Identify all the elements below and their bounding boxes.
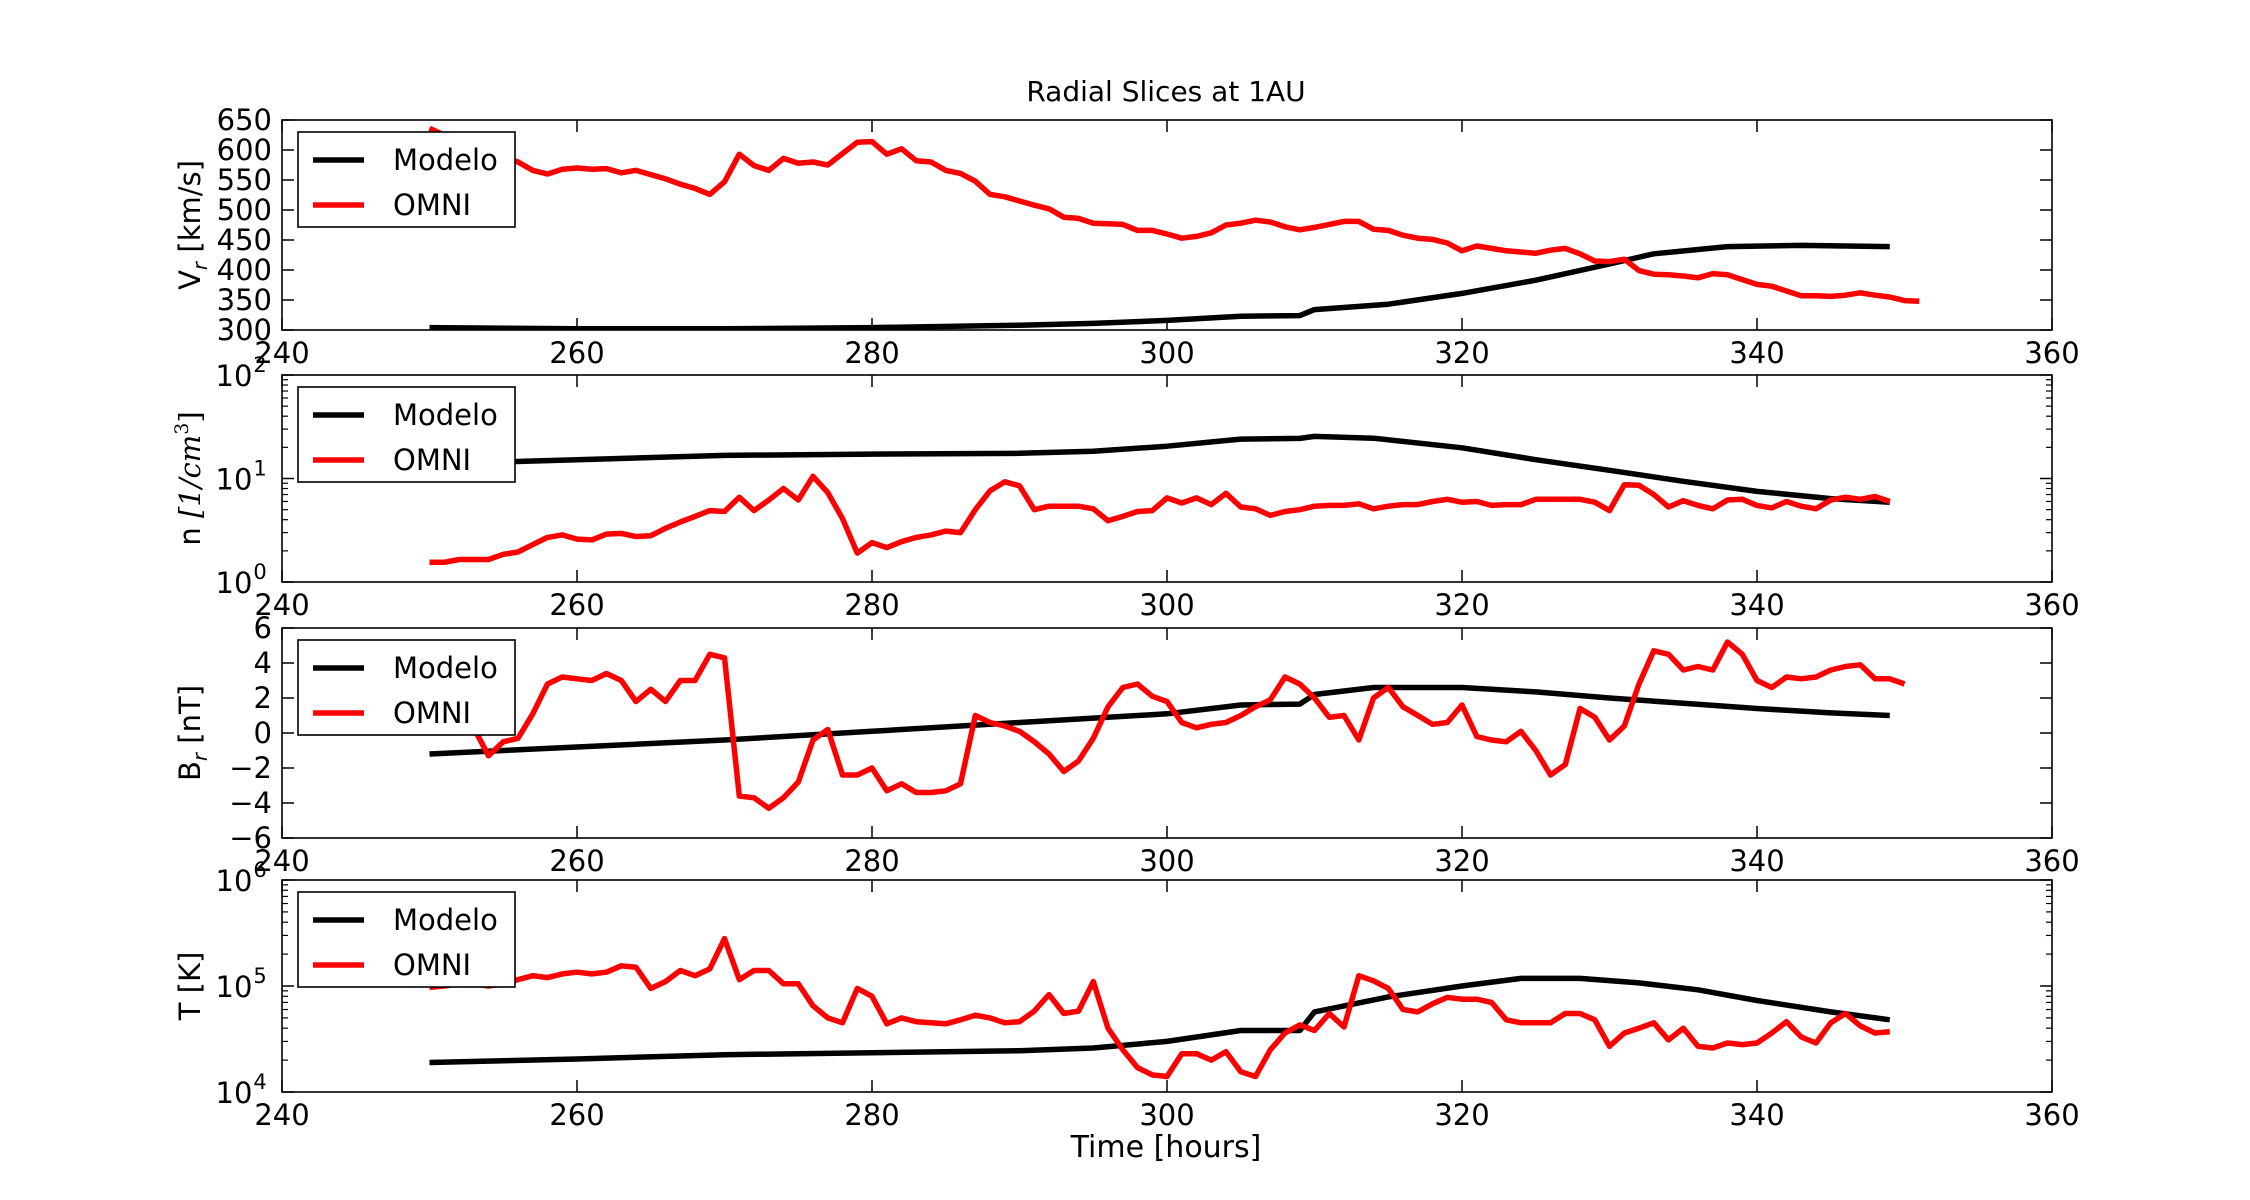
x-tick-label: 300 bbox=[1139, 1098, 1194, 1132]
axes-frame bbox=[281, 374, 2053, 583]
x-axis-label: Time [hours] bbox=[1070, 1130, 1262, 1165]
x-tick-label: 340 bbox=[1729, 1098, 1784, 1132]
x-tick-label: 280 bbox=[844, 336, 899, 370]
x-tick-label: 320 bbox=[1434, 588, 1489, 622]
legend: Modelo OMNI bbox=[297, 386, 516, 483]
x-tick-label: 280 bbox=[844, 1098, 899, 1132]
y-tick-label: 10 bbox=[216, 1076, 253, 1110]
series-line-omni bbox=[427, 639, 1906, 812]
x-tick-label: 320 bbox=[1434, 336, 1489, 370]
y-tick-label: 6 bbox=[254, 611, 272, 645]
x-tick-label: 280 bbox=[844, 588, 899, 622]
legend-label-modelo: Modelo bbox=[393, 398, 498, 432]
y-tick-label: 650 bbox=[217, 103, 272, 137]
axes-frame bbox=[281, 119, 2053, 331]
x-tick-label: 280 bbox=[844, 844, 899, 878]
y-tick-label: 0 bbox=[254, 716, 272, 750]
series-line-omni bbox=[429, 935, 1891, 1080]
series-line-modelo bbox=[429, 433, 1890, 505]
y-tick-label: 10 bbox=[216, 359, 253, 393]
y-tick-label: 350 bbox=[217, 283, 272, 317]
figure-title: Radial Slices at 1AU bbox=[1026, 75, 1305, 108]
x-tick-label: 260 bbox=[549, 588, 604, 622]
y-tick-label: 10 bbox=[216, 566, 253, 600]
y-tick-label: −4 bbox=[229, 786, 272, 820]
legend-label-modelo: Modelo bbox=[393, 143, 498, 177]
y-tick-exponent: 4 bbox=[253, 1070, 266, 1094]
y-tick-exponent: 0 bbox=[253, 560, 266, 584]
x-tick-label: 300 bbox=[1139, 336, 1194, 370]
legend: Modelo OMNI bbox=[297, 131, 516, 228]
x-tick-label: 260 bbox=[549, 1098, 604, 1132]
y-tick-label: 300 bbox=[217, 313, 272, 347]
series-line-omni bbox=[429, 473, 1891, 566]
x-tick-label: 300 bbox=[1139, 844, 1194, 878]
y-tick-label: −6 bbox=[229, 821, 272, 855]
y-tick-label: 4 bbox=[254, 646, 272, 680]
x-tick-label: 340 bbox=[1729, 844, 1784, 878]
y-tick-exponent: 6 bbox=[253, 858, 266, 882]
y-tick-exponent: 1 bbox=[253, 457, 266, 481]
subplots: 240 260 280 300 320 340 3603003504004505005506… bbox=[171, 103, 2080, 1132]
y-tick-label: 500 bbox=[217, 193, 272, 227]
y-axis-label: T [K] bbox=[173, 952, 207, 1022]
y-tick-label: 10 bbox=[216, 864, 253, 898]
legend-box bbox=[297, 639, 516, 736]
series-line-modelo bbox=[429, 242, 1890, 330]
y-tick-label: −2 bbox=[229, 751, 272, 785]
y-tick-label: 550 bbox=[217, 163, 272, 197]
x-tick-label: 240 bbox=[254, 844, 309, 878]
x-tick-label: 360 bbox=[2024, 588, 2079, 622]
y-axis-label: n [1/cm3] bbox=[171, 411, 207, 545]
legend-label-omni: OMNI bbox=[393, 696, 471, 730]
y-tick-label: 400 bbox=[217, 253, 272, 287]
x-tick-label: 320 bbox=[1434, 844, 1489, 878]
y-tick-label: 10 bbox=[216, 970, 253, 1004]
y-tick-exponent: 2 bbox=[253, 353, 266, 377]
y-axis-label: Br [nT] bbox=[173, 685, 212, 781]
x-tick-label: 340 bbox=[1729, 588, 1784, 622]
x-tick-label: 340 bbox=[1729, 336, 1784, 370]
axes-frame bbox=[281, 879, 2053, 1093]
legend-box bbox=[297, 131, 516, 228]
legend: Modelo OMNI bbox=[297, 891, 516, 988]
x-tick-label: 240 bbox=[254, 336, 309, 370]
series-line-omni bbox=[428, 125, 1920, 304]
x-tick-label: 360 bbox=[2024, 1098, 2079, 1132]
y-tick-label: 600 bbox=[217, 133, 272, 167]
legend-label-modelo: Modelo bbox=[393, 651, 498, 685]
y-tick-label: 450 bbox=[217, 223, 272, 257]
legend: Modelo OMNI bbox=[297, 639, 516, 736]
x-tick-label: 360 bbox=[2024, 336, 2079, 370]
x-tick-label: 360 bbox=[2024, 844, 2079, 878]
x-tick-label: 320 bbox=[1434, 1098, 1489, 1132]
y-tick-label: 2 bbox=[254, 681, 272, 715]
series-line-modelo bbox=[429, 975, 1891, 1066]
legend-label-omni: OMNI bbox=[393, 188, 471, 222]
axes-frame bbox=[281, 627, 2053, 839]
x-tick-label: 260 bbox=[549, 336, 604, 370]
legend-box bbox=[297, 386, 516, 483]
subplot-1: 240 260 280 300 320 340 3603003504004505005506… bbox=[173, 103, 2080, 370]
legend-label-omni: OMNI bbox=[393, 443, 471, 477]
x-tick-label: 240 bbox=[254, 1098, 309, 1132]
y-tick-exponent: 5 bbox=[253, 964, 266, 988]
legend-label-omni: OMNI bbox=[393, 948, 471, 982]
y-tick-label: 10 bbox=[216, 463, 253, 497]
x-tick-label: 260 bbox=[549, 844, 604, 878]
y-axis-label: Vr [km/s] bbox=[173, 160, 212, 290]
x-tick-label: 300 bbox=[1139, 588, 1194, 622]
x-tick-label: 240 bbox=[254, 588, 309, 622]
legend-label-modelo: Modelo bbox=[393, 903, 498, 937]
legend-box bbox=[297, 891, 516, 988]
